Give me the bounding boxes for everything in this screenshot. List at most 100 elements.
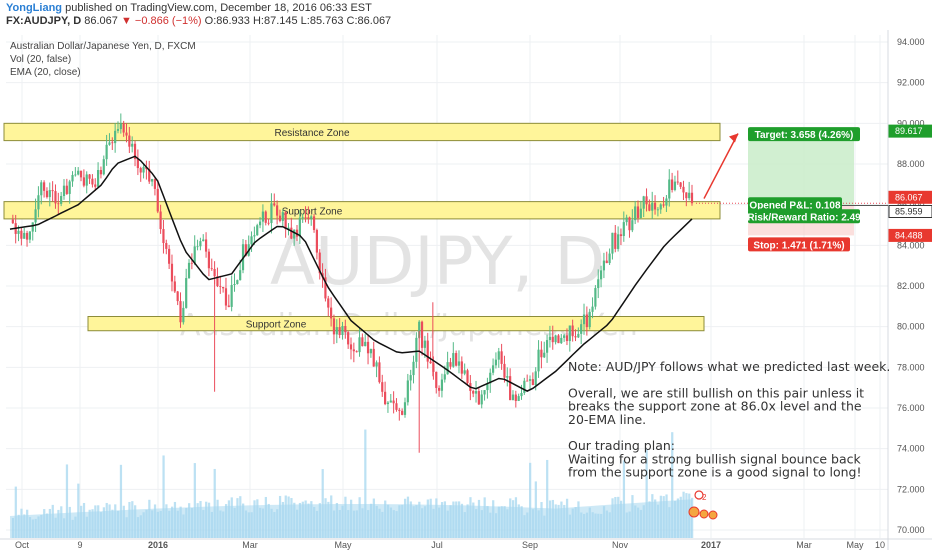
- volume-bar: [65, 464, 69, 538]
- price-tick: 86.000: [897, 200, 925, 210]
- candle-body: [517, 396, 520, 401]
- volume-bar: [622, 460, 626, 538]
- zones-layer[interactable]: Resistance Zone Support Zone Support Zone: [3, 122, 721, 332]
- candle-body: [509, 376, 512, 401]
- candle-body: [443, 374, 446, 380]
- candle-body: [457, 361, 461, 366]
- candle-body: [580, 324, 583, 334]
- volume-bar: [14, 486, 17, 538]
- candle-body: [347, 332, 350, 345]
- candle-body: [301, 217, 304, 219]
- candle-body: [656, 209, 659, 211]
- candle-body: [258, 221, 262, 226]
- candle-body: [28, 231, 31, 240]
- candle-body: [625, 217, 628, 223]
- candle-body: [264, 211, 267, 223]
- candle-body: [685, 192, 688, 199]
- candle-body: [102, 159, 105, 175]
- candle-body: [60, 196, 63, 204]
- candle-body: [551, 336, 554, 343]
- candle-body: [119, 123, 122, 130]
- candle-body: [170, 263, 174, 282]
- event-marker-icon[interactable]: [694, 490, 704, 500]
- candle-body: [679, 182, 682, 187]
- candle-body: [690, 192, 694, 204]
- support-zone: [3, 201, 721, 220]
- candle-body: [295, 229, 299, 237]
- earnings-marker-icon[interactable]: [699, 509, 709, 519]
- candle-body: [338, 327, 341, 335]
- candle-body: [477, 391, 480, 405]
- candle-body: [230, 285, 233, 307]
- candle-body: [199, 241, 202, 247]
- candle-body: [386, 402, 390, 405]
- time-tick: Mar: [796, 540, 812, 550]
- price-tick: 76.000: [897, 403, 925, 413]
- candle-body: [278, 215, 282, 221]
- header-bar: YongLiang published on TradingView.com, …: [0, 0, 932, 30]
- candle-body: [568, 325, 571, 342]
- price-tick: 90.000: [897, 118, 925, 128]
- candle-body: [682, 186, 685, 193]
- candle-body: [74, 174, 77, 176]
- price-tick: 82.000: [897, 281, 925, 291]
- candle-body: [284, 212, 287, 229]
- candle-body: [133, 143, 137, 159]
- candle-body: [114, 130, 117, 144]
- candle-body: [409, 375, 412, 381]
- price-axis: 70.000 72.000 74.000 76.000 78.000 80.000 82.0…: [888, 37, 932, 535]
- price-tick: 88.000: [897, 159, 925, 169]
- stop-label-bg: [748, 237, 850, 252]
- candles-layer: [11, 113, 694, 453]
- candle-body: [671, 179, 674, 190]
- candle-body: [332, 318, 336, 335]
- candle-body: [142, 166, 145, 173]
- candle-body: [190, 262, 193, 264]
- price-chart[interactable]: AUDJPY, D Australian Dollar/Japanese Yen…: [0, 30, 932, 550]
- candle-body: [520, 392, 523, 397]
- candle-body: [369, 348, 372, 354]
- annotation-note[interactable]: Note: AUD/JPY follows what we predicted …: [568, 359, 890, 480]
- earnings-marker-icon[interactable]: [688, 506, 700, 518]
- author-link[interactable]: YongLiang: [6, 2, 63, 14]
- long-position-tool[interactable]: Target: 3.658 (4.26%) Opened P&L: 0.108Ri…: [696, 127, 888, 252]
- candle-body: [79, 170, 83, 178]
- candle-body: [486, 383, 489, 391]
- publish-line: YongLiang published on TradingView.com, …: [6, 2, 372, 15]
- candle-body: [543, 352, 546, 358]
- candle-body: [378, 362, 381, 383]
- candle-body: [281, 212, 284, 221]
- earnings-marker-icon[interactable]: [708, 510, 718, 520]
- candle-body: [435, 371, 438, 388]
- candle-body: [150, 179, 154, 182]
- candle-body: [122, 123, 125, 133]
- candle-body: [162, 229, 165, 244]
- candle-body: [91, 178, 94, 185]
- candle-body: [216, 276, 219, 287]
- candle-body: [310, 216, 313, 219]
- candle-body: [125, 132, 128, 136]
- candle-body: [210, 268, 213, 270]
- price-tick: 78.000: [897, 362, 925, 372]
- candle-body: [651, 202, 654, 211]
- candle-body: [48, 190, 51, 198]
- candle-body: [588, 311, 591, 328]
- event-markers[interactable]: 2: [688, 490, 718, 520]
- candle-body: [619, 234, 623, 237]
- candle-body: [31, 222, 34, 232]
- candle-body: [139, 168, 142, 173]
- candle-body: [108, 142, 111, 145]
- volume-bars: [10, 429, 694, 538]
- candle-body: [688, 192, 691, 199]
- candle-body: [341, 326, 344, 335]
- candle-body: [131, 143, 134, 147]
- price-label: 85.959: [895, 207, 923, 217]
- note-line: Waiting for a strong bullish signal boun…: [568, 451, 862, 466]
- candle-body: [474, 391, 478, 394]
- candle-body: [236, 280, 239, 284]
- candle-body: [315, 229, 318, 253]
- candle-body: [446, 362, 449, 375]
- candle-body: [384, 391, 387, 405]
- candle-body: [153, 179, 157, 189]
- candle-body: [497, 351, 500, 360]
